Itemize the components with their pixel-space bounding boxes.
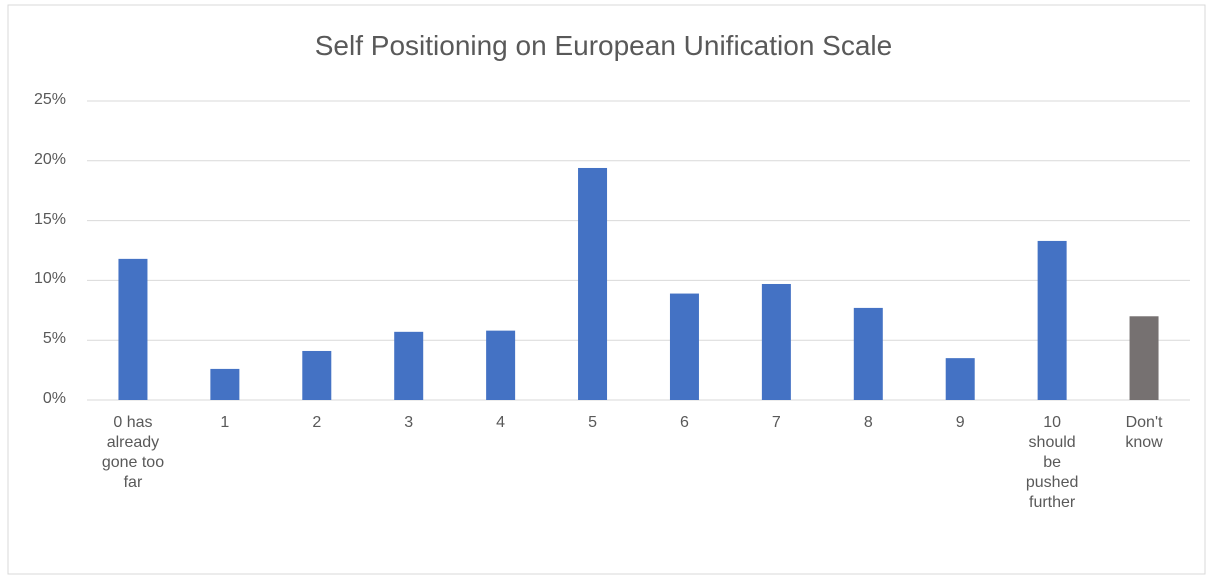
y-tick-label: 10% — [33, 270, 66, 288]
bar — [578, 167, 608, 400]
x-tick-label: 3 — [404, 414, 414, 431]
y-tick-label: 0% — [42, 390, 66, 407]
bar — [394, 331, 424, 400]
bar — [761, 283, 791, 400]
x-tick-label: 4 — [496, 414, 506, 431]
bar — [486, 330, 516, 400]
bar — [118, 258, 148, 400]
x-tick-label: 1 — [220, 414, 230, 431]
x-tick-label: 8 — [863, 414, 873, 431]
x-tick-label: 2 — [312, 414, 322, 431]
bar — [1037, 240, 1067, 400]
x-tick-label: 10 should be pushed further — [1025, 414, 1079, 511]
x-tick-label: Don't know — [1125, 414, 1163, 451]
bar — [945, 358, 975, 400]
y-tick-label: 25% — [33, 91, 66, 108]
bar — [210, 368, 240, 400]
bar — [669, 293, 699, 400]
x-tick-label: 6 — [680, 414, 689, 431]
x-tick-label: 5 — [588, 414, 597, 431]
y-tick-label: 20% — [33, 150, 66, 168]
x-tick-label: 9 — [955, 414, 965, 431]
y-tick-label: 5% — [42, 330, 66, 348]
bar — [1129, 316, 1159, 400]
x-tick-label: 7 — [771, 414, 781, 431]
bar — [853, 307, 883, 400]
chart-title: Self Positioning on European Unification… — [314, 30, 893, 61]
bar — [302, 350, 332, 400]
x-tick-label: 0 has already gone too far — [101, 414, 165, 491]
y-tick-label: 15% — [33, 210, 66, 228]
